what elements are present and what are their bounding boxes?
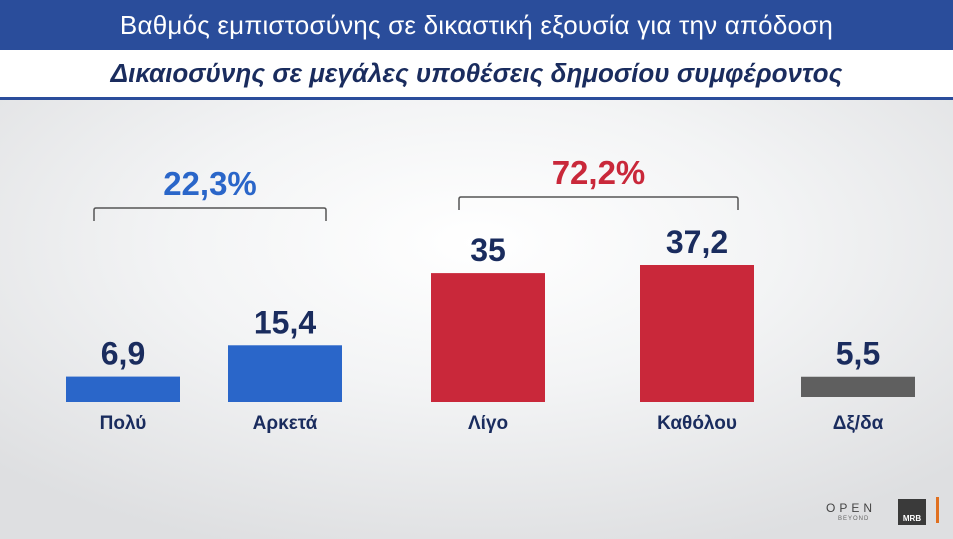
chart-subtitle: Δικαιοσύνης σε μεγάλες υποθέσεις δημοσίο…: [0, 50, 953, 100]
value-label-4: 5,5: [836, 336, 880, 372]
group-bracket-1: [458, 196, 739, 210]
mrb-logo: MRB: [898, 499, 926, 525]
value-label-1: 15,4: [254, 304, 316, 340]
bar-4: [801, 376, 915, 397]
value-label-0: 6,9: [101, 336, 145, 372]
bar-2: [431, 273, 545, 402]
category-label-1: Αρκετά: [253, 413, 318, 434]
group-bracket-0: [93, 207, 327, 221]
brand-accent-bar: [936, 497, 939, 523]
open-logo: OPEN: [826, 501, 877, 515]
chart-title: Βαθμός εμπιστοσύνης σε δικαστική εξουσία…: [0, 0, 953, 50]
category-label-3: Καθόλου: [657, 413, 737, 434]
bar-1: [228, 345, 342, 402]
value-label-3: 37,2: [666, 224, 728, 260]
group-total-label-1: 72,2%: [552, 154, 646, 191]
value-label-2: 35: [470, 232, 506, 268]
group-total-label-0: 22,3%: [163, 165, 257, 202]
category-label-2: Λίγο: [468, 413, 508, 434]
bar-3: [640, 265, 754, 402]
category-label-0: Πολύ: [100, 413, 147, 434]
open-beyond-logo: BEYOND: [838, 516, 870, 522]
category-label-4: Δξ/δα: [833, 413, 884, 434]
bar-0: [66, 376, 180, 402]
